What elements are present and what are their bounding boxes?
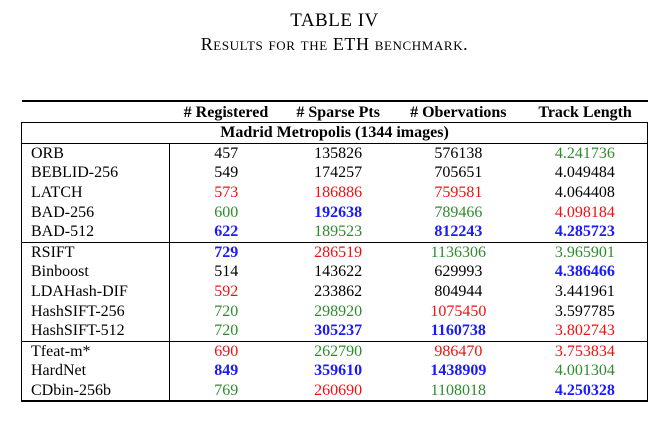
value-cell: 4.285723 — [522, 221, 648, 243]
section-title: Madrid Metropolis (1344 images) — [21, 122, 648, 144]
value-cell: 4.001304 — [522, 361, 648, 381]
method-name-cell: Tfeat-m* — [21, 340, 170, 362]
value-cell: 4.386466 — [522, 262, 648, 282]
method-name-cell: HashSIFT-256 — [21, 301, 170, 321]
method-name-cell: HashSIFT-512 — [21, 320, 170, 342]
value-cell: 812243 — [434, 223, 483, 241]
table-caption: TABLE IV Results for the ETH benchmark. — [0, 10, 669, 55]
value-cell: 3.441961 — [522, 281, 648, 302]
table-row: CDbin-256b 769 260690 1108018 4.250328 — [21, 380, 648, 403]
value-cell: 720 — [214, 302, 239, 320]
value-cell: 729 — [169, 241, 283, 263]
method-name-cell: BAD-512 — [21, 221, 170, 243]
value-cell: 233862 — [314, 283, 363, 301]
value-cell: 622 — [214, 223, 239, 241]
value-cell: 720 — [214, 322, 239, 340]
table-row: Tfeat-m* 690 262790 986470 3.753834 — [21, 340, 648, 362]
value-cell: 4.049484 — [522, 163, 648, 183]
header-cell-track-length: Track Length — [522, 100, 648, 123]
value-cell: 769 — [169, 380, 283, 403]
value-cell: 1136306 — [393, 241, 523, 263]
value-cell: 298920 — [314, 302, 363, 320]
value-cell: 849 — [214, 362, 239, 380]
value-cell: 305237 — [314, 322, 363, 340]
value-cell: 143622 — [314, 263, 363, 281]
value-cell: 135826 — [314, 144, 363, 162]
method-name-cell: BAD-256 — [21, 202, 170, 222]
table-row: Binboost 514 143622 629993 4.386466 — [21, 262, 648, 282]
value-cell: 789466 — [434, 203, 483, 221]
value-cell: 514 — [214, 263, 239, 281]
value-cell: 192638 — [314, 203, 363, 221]
value-cell: 189523 — [314, 223, 363, 241]
table-row: BAD-256 600 192638 789466 4.098184 — [21, 202, 648, 222]
value-cell: 3.965901 — [522, 241, 648, 263]
value-cell: 4.241736 — [522, 143, 648, 164]
value-cell: 690 — [169, 340, 283, 362]
value-cell: 262790 — [282, 340, 394, 362]
section-row: Madrid Metropolis (1344 images) — [21, 122, 648, 144]
method-name-cell: RSIFT — [21, 241, 170, 263]
value-cell: 3.753834 — [522, 340, 648, 362]
value-cell: 986470 — [393, 340, 523, 362]
value-cell: 573 — [214, 184, 239, 202]
value-cell: 1075450 — [430, 302, 487, 320]
method-name-cell: HardNet — [21, 361, 170, 381]
value-cell: 4.064408 — [522, 182, 648, 203]
value-cell: 359610 — [314, 362, 363, 380]
value-cell: 600 — [214, 203, 239, 221]
method-name-cell: Binboost — [21, 262, 170, 282]
value-cell: 576138 — [434, 144, 483, 162]
value-cell: 3.597785 — [522, 301, 648, 321]
method-name-cell: ORB — [21, 143, 170, 164]
value-cell: 457 — [214, 144, 239, 162]
table-body: Madrid Metropolis (1344 images) ORB 457 13… — [21, 122, 648, 403]
table-row: HashSIFT-512 720 305237 1160738 3.802743 — [21, 320, 648, 342]
value-cell: 629993 — [434, 263, 483, 281]
table-row: LATCH 573 186886 759581 4.064408 — [21, 182, 648, 203]
value-cell: 1438909 — [430, 362, 487, 380]
table-row: RSIFT 729 286519 1136306 3.965901 — [21, 241, 648, 263]
table-row: BEBLID-256 549 174257 705651 4.049484 — [21, 163, 648, 183]
method-name-cell: LATCH — [21, 182, 170, 203]
value-cell: 3.802743 — [522, 320, 648, 342]
table-row: HardNet 849 359610 1438909 4.001304 — [21, 361, 648, 381]
value-cell: 705651 — [434, 164, 483, 182]
value-cell: 759581 — [434, 184, 483, 202]
value-cell: 260690 — [282, 380, 394, 403]
method-name-cell: CDbin-256b — [21, 380, 170, 403]
results-table: # Registered # Sparse Pts # Obervations … — [21, 100, 648, 403]
table-row: HashSIFT-256 720 298920 1075450 3.597785 — [21, 301, 648, 321]
header-cell-observations: # Obervations — [393, 100, 523, 123]
table-title: Results for the ETH benchmark. — [200, 34, 469, 54]
value-cell: 549 — [214, 164, 239, 182]
header-cell-sparse-pts: # Sparse Pts — [282, 100, 394, 123]
table-header-row: # Registered # Sparse Pts # Obervations … — [21, 100, 648, 123]
table-row: ORB 457 135826 576138 4.241736 — [21, 143, 648, 164]
value-cell: 1160738 — [430, 322, 486, 340]
table-row: LDAHash-DIF 592 233862 804944 3.441961 — [21, 281, 648, 302]
value-cell: 4.098184 — [522, 202, 648, 222]
value-cell: 286519 — [282, 241, 394, 263]
value-cell: 186886 — [314, 184, 363, 202]
header-cell-method — [21, 100, 170, 123]
method-name-cell: LDAHash-DIF — [21, 281, 170, 302]
table-row: BAD-512 622 189523 812243 4.285723 — [21, 221, 648, 243]
value-cell: 4.250328 — [522, 380, 648, 403]
value-cell: 804944 — [434, 283, 483, 301]
table-number: TABLE IV — [290, 10, 379, 31]
value-cell: 1108018 — [393, 380, 523, 403]
method-name-cell: BEBLID-256 — [21, 163, 170, 183]
header-cell-registered: # Registered — [169, 100, 283, 123]
value-cell: 592 — [214, 283, 239, 301]
value-cell: 174257 — [314, 164, 363, 182]
